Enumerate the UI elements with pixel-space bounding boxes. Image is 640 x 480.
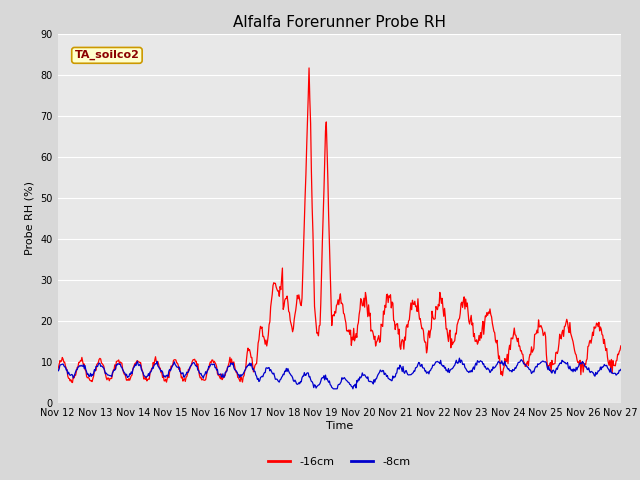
Legend: -16cm, -8cm: -16cm, -8cm [264,453,415,471]
Title: Alfalfa Forerunner Probe RH: Alfalfa Forerunner Probe RH [233,15,445,30]
Y-axis label: Probe RH (%): Probe RH (%) [25,181,35,255]
Text: TA_soilco2: TA_soilco2 [74,50,140,60]
X-axis label: Time: Time [326,421,353,431]
